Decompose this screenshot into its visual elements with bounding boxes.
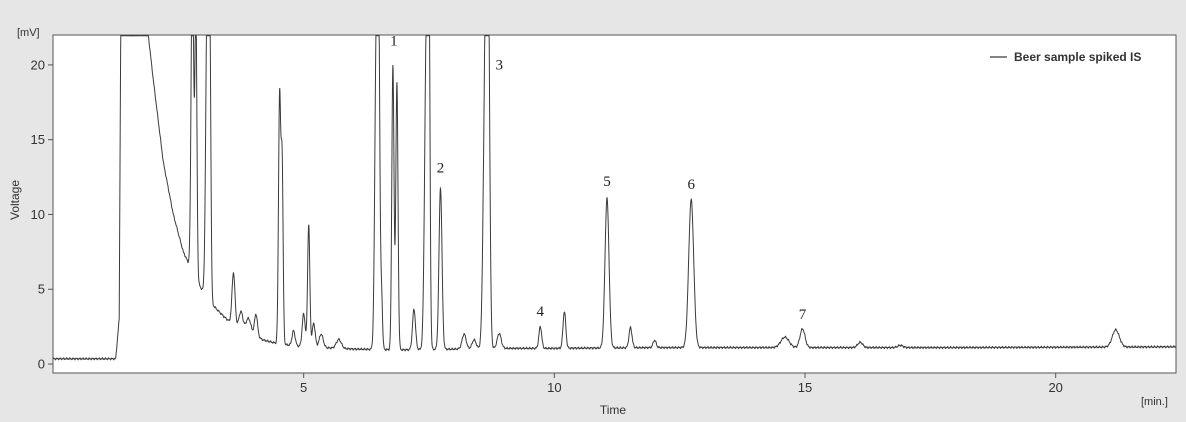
y-tick-label: 5 — [38, 282, 45, 297]
x-tick-label: 10 — [547, 380, 561, 395]
y-axis-ticks: 0 5 10 15 20 — [31, 57, 53, 372]
y-axis-title: Voltage — [8, 180, 22, 220]
plot-area — [52, 34, 1177, 374]
series-line — [52, 35, 1177, 361]
peak-label-2: 2 — [437, 161, 445, 177]
x-axis-title: Time — [600, 403, 627, 417]
peak-label-7: 7 — [799, 307, 807, 323]
legend-label: Beer sample spiked IS — [1014, 50, 1141, 64]
y-unit-label: [mV] — [17, 27, 40, 39]
y-tick-label: 10 — [31, 207, 45, 222]
legend: Beer sample spiked IS — [990, 50, 1141, 64]
y-tick-label: 0 — [38, 357, 45, 372]
y-tick-label: 15 — [31, 132, 45, 147]
peak-labels: 1 2 3 4 5 6 7 — [390, 33, 807, 323]
x-unit-label: [min.] — [1141, 396, 1168, 408]
peak-label-3: 3 — [495, 57, 503, 73]
peak-label-5: 5 — [603, 174, 611, 190]
x-tick-label: 20 — [1048, 380, 1062, 395]
y-tick-label: 20 — [31, 57, 45, 72]
x-tick-label: 5 — [300, 380, 307, 395]
peak-label-6: 6 — [687, 177, 695, 193]
peak-label-4: 4 — [537, 304, 545, 320]
peak-label-1: 1 — [390, 33, 398, 49]
x-tick-label: 15 — [798, 380, 812, 395]
x-axis-ticks: 5 10 15 20 — [300, 373, 1063, 395]
